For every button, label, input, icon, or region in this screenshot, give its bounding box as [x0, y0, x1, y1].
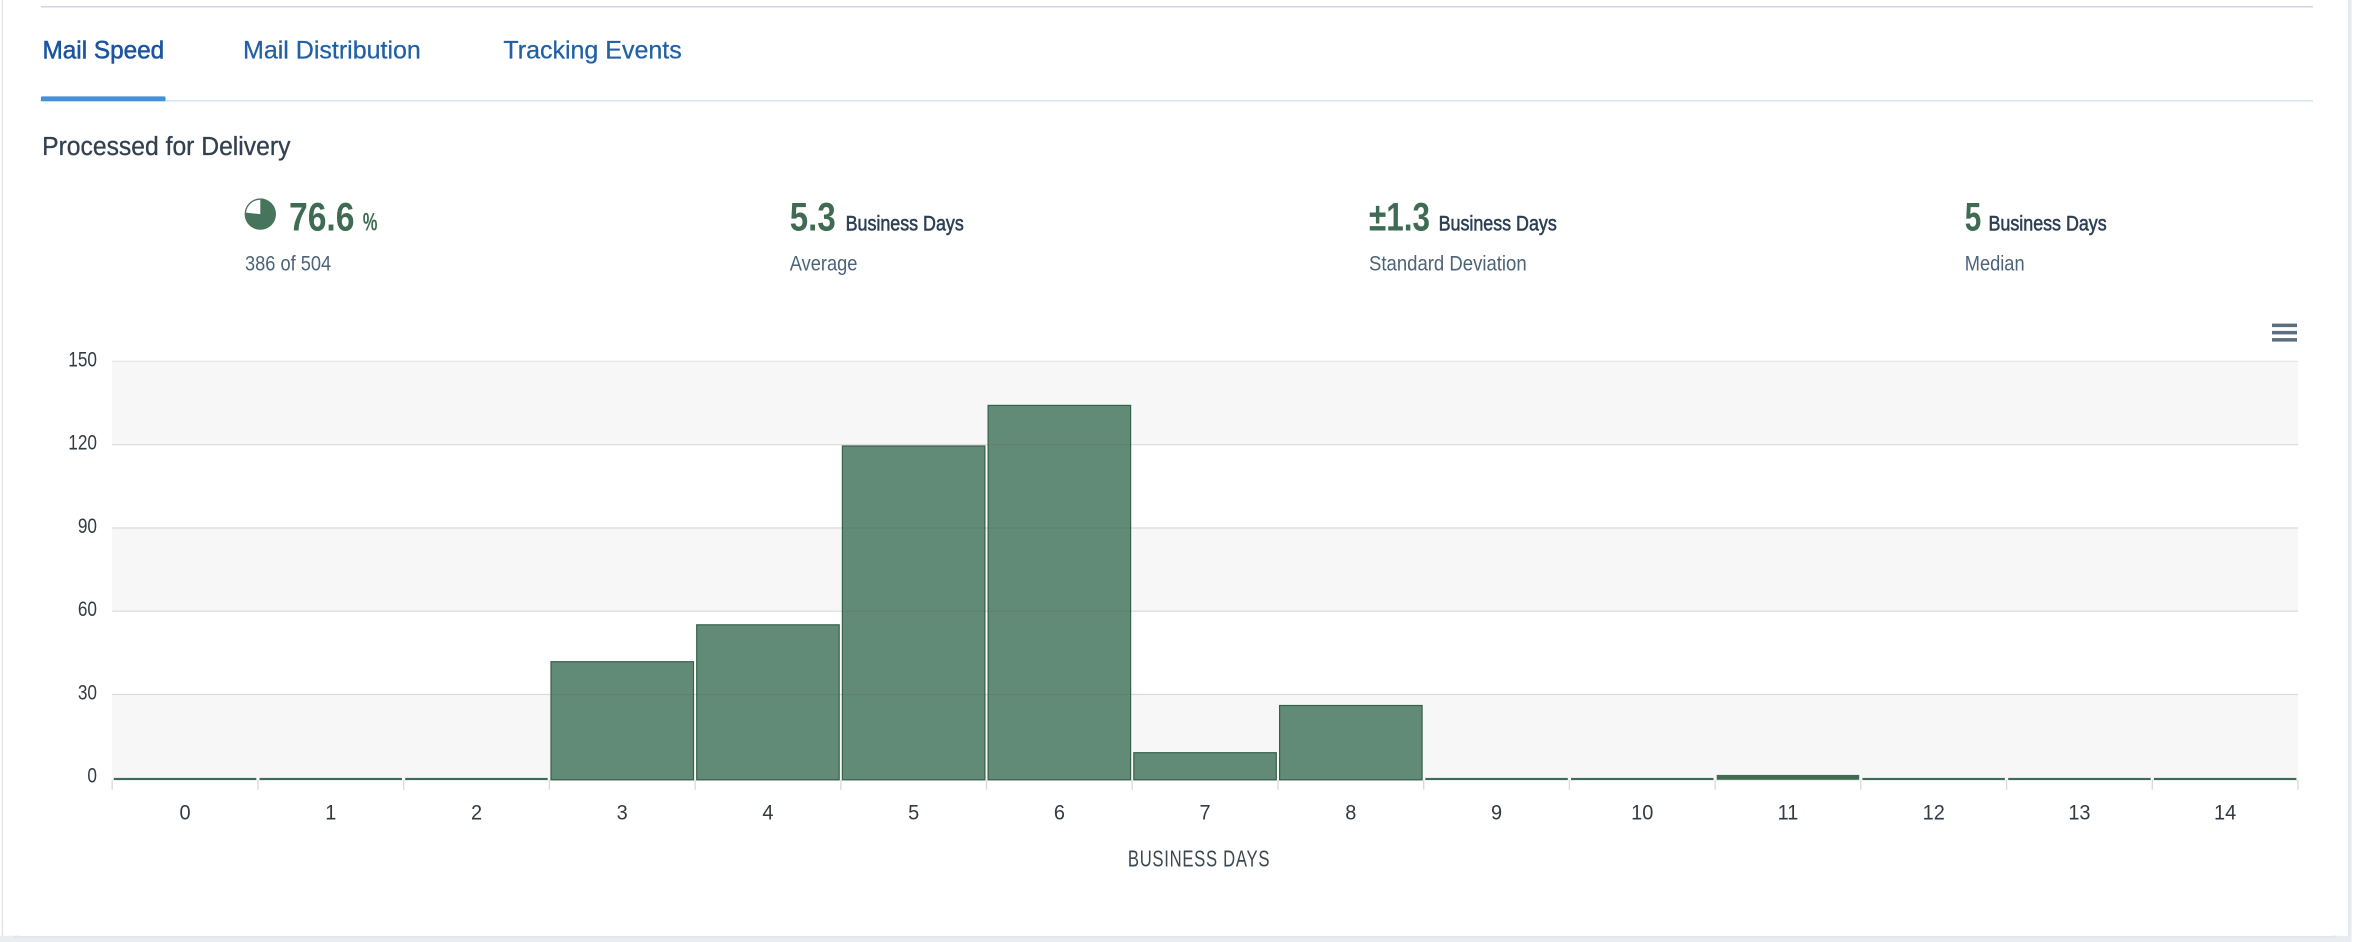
svg-text:BUSINESS DAYS: BUSINESS DAYS — [1128, 847, 1270, 872]
svg-text:76.6: 76.6 — [289, 195, 354, 239]
svg-text:9: 9 — [1491, 801, 1502, 825]
svg-text:120: 120 — [68, 432, 97, 455]
svg-text:386 of 504: 386 of 504 — [245, 252, 331, 276]
svg-text:90: 90 — [78, 515, 97, 538]
svg-text:3: 3 — [617, 801, 628, 825]
svg-text:0: 0 — [180, 801, 191, 825]
svg-text:30: 30 — [78, 682, 97, 705]
svg-text:8: 8 — [1345, 801, 1356, 825]
svg-text:12: 12 — [1923, 801, 1945, 825]
svg-text:4: 4 — [762, 801, 773, 825]
svg-text:5: 5 — [908, 801, 919, 825]
svg-text:Mail Distribution: Mail Distribution — [243, 37, 421, 65]
svg-text:Average: Average — [790, 252, 858, 276]
svg-text:Business Days: Business Days — [1439, 212, 1557, 236]
svg-text:7: 7 — [1200, 801, 1211, 825]
svg-text:150: 150 — [68, 349, 97, 372]
svg-text:Processed for Delivery: Processed for Delivery — [42, 132, 291, 161]
svg-text:1: 1 — [325, 801, 336, 825]
svg-text:11: 11 — [1778, 801, 1799, 825]
svg-text:0: 0 — [87, 765, 97, 788]
svg-text:2: 2 — [471, 801, 482, 825]
svg-text:%: % — [363, 209, 378, 236]
svg-text:6: 6 — [1054, 801, 1065, 825]
svg-text:Business Days: Business Days — [846, 212, 964, 236]
svg-text:Mail Speed: Mail Speed — [43, 37, 165, 64]
svg-text:14: 14 — [2214, 801, 2236, 825]
svg-text:Business Days: Business Days — [1989, 212, 2107, 236]
svg-text:10: 10 — [1631, 801, 1653, 825]
svg-text:Tracking Events: Tracking Events — [503, 37, 681, 65]
svg-text:±1.3: ±1.3 — [1369, 195, 1430, 239]
svg-text:13: 13 — [2068, 801, 2090, 825]
svg-text:Median: Median — [1965, 252, 2025, 276]
svg-text:5.3: 5.3 — [790, 195, 836, 239]
svg-text:Standard Deviation: Standard Deviation — [1369, 252, 1527, 275]
svg-text:5: 5 — [1965, 195, 1981, 239]
svg-text:60: 60 — [78, 599, 97, 622]
